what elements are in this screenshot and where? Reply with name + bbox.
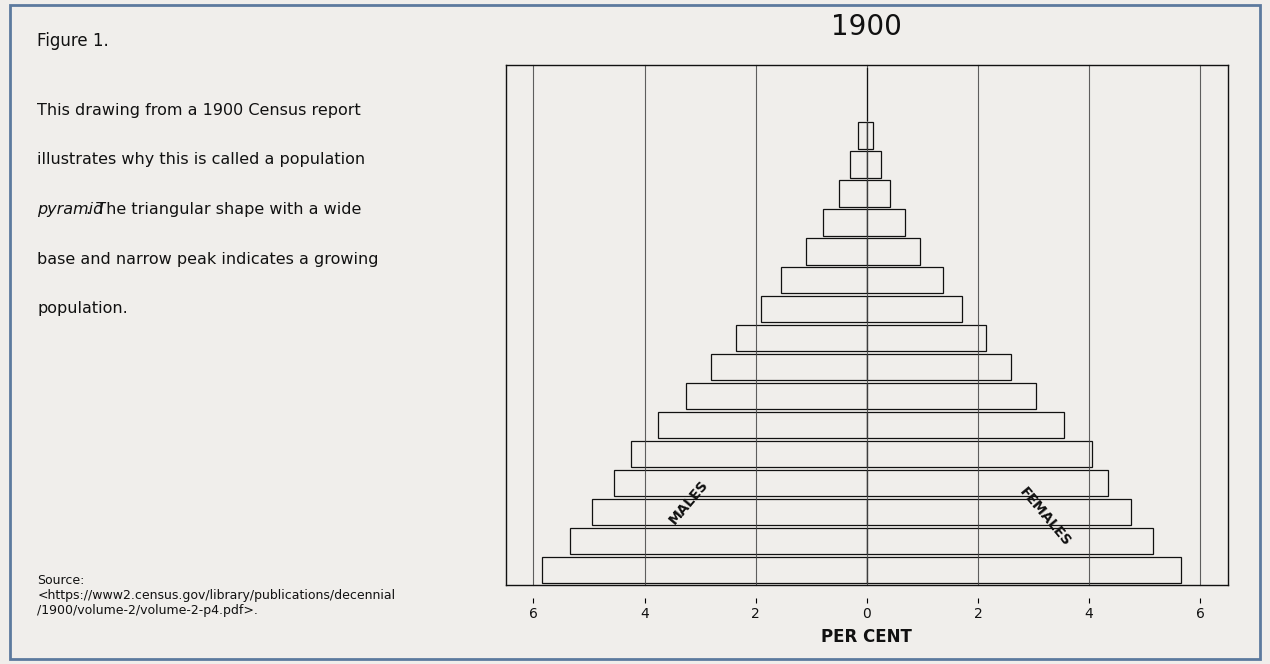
Bar	[866, 296, 963, 323]
Text: This drawing from a 1900 Census report: This drawing from a 1900 Census report	[37, 102, 361, 118]
Bar	[542, 556, 866, 583]
Text: FEMALES: FEMALES	[1016, 485, 1073, 549]
Bar	[866, 180, 890, 207]
Text: illustrates why this is called a population: illustrates why this is called a populat…	[37, 152, 366, 167]
Text: base and narrow peak indicates a growing: base and narrow peak indicates a growing	[37, 252, 378, 267]
Text: population.: population.	[37, 301, 128, 317]
Bar	[866, 383, 1036, 409]
X-axis label: PER CENT: PER CENT	[822, 628, 912, 646]
Bar	[823, 209, 866, 236]
Bar	[658, 412, 866, 438]
Bar	[711, 354, 866, 380]
Bar	[850, 151, 866, 178]
Text: Source:
<https://www2.census.gov/library/publications/decennial
/1900/volume-2/v: Source: <https://www2.census.gov/library…	[37, 574, 395, 618]
Bar	[866, 469, 1109, 496]
Bar	[866, 556, 1181, 583]
Bar	[866, 354, 1011, 380]
Bar	[859, 122, 866, 149]
Bar	[631, 441, 866, 467]
Bar	[592, 499, 866, 525]
Bar	[805, 238, 866, 264]
Bar	[866, 122, 874, 149]
Bar	[569, 528, 866, 554]
Bar	[839, 180, 866, 207]
Bar	[866, 238, 919, 264]
Text: pyramid: pyramid	[37, 202, 104, 217]
Bar	[761, 296, 866, 323]
Bar	[781, 267, 866, 293]
Text: MALES: MALES	[667, 477, 711, 527]
Bar	[866, 209, 904, 236]
Title: 1900: 1900	[832, 13, 902, 41]
Bar	[866, 151, 880, 178]
Bar	[866, 441, 1092, 467]
Bar	[866, 499, 1130, 525]
Bar	[737, 325, 866, 351]
Bar	[866, 528, 1153, 554]
Bar	[866, 412, 1064, 438]
Text: Figure 1.: Figure 1.	[37, 33, 109, 50]
Bar	[613, 469, 866, 496]
Bar	[866, 267, 944, 293]
Bar	[866, 325, 987, 351]
Bar	[686, 383, 866, 409]
Text: . The triangular shape with a wide: . The triangular shape with a wide	[86, 202, 362, 217]
